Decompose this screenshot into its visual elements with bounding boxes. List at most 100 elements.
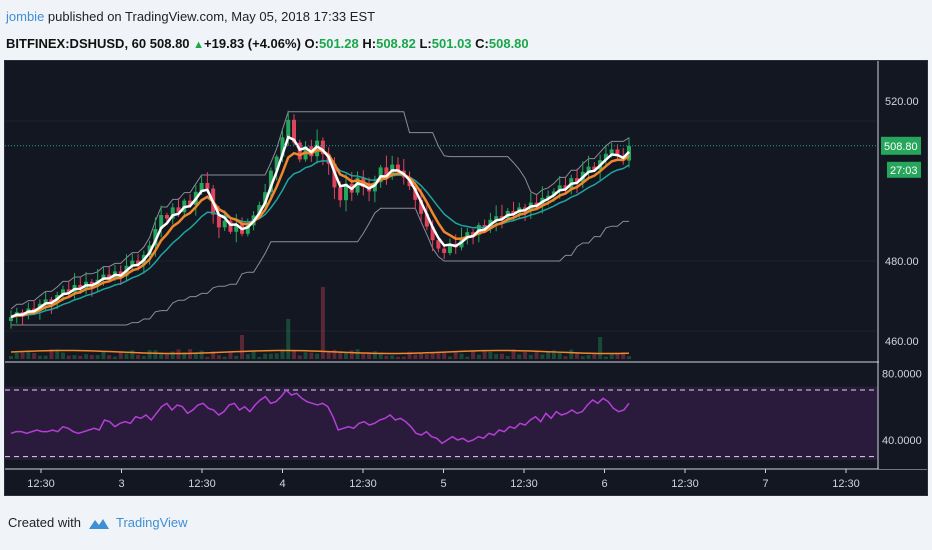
volume-bar — [66, 355, 71, 359]
volume-bar — [211, 351, 216, 359]
grid-lines — [5, 61, 927, 470]
volume-bar — [234, 355, 239, 359]
candle-body — [286, 119, 291, 138]
volume-bar — [43, 355, 48, 359]
volume-bar — [205, 356, 210, 359]
rsi-tick-label: 40.0000 — [882, 435, 922, 447]
volume-bar — [84, 354, 89, 359]
volume-bar — [332, 349, 337, 359]
volume-bar — [32, 353, 37, 359]
volume-bar — [367, 352, 372, 359]
volume-bar — [505, 355, 510, 359]
volume-bar — [540, 354, 545, 359]
volume-bar — [436, 353, 441, 359]
volume-bar — [465, 356, 470, 359]
price-tick-label: 480.00 — [885, 256, 919, 268]
volume-bar — [147, 350, 152, 359]
candle-body — [413, 186, 418, 200]
time-tick-label: 12:30 — [671, 478, 699, 490]
price-chart-svg[interactable]: 520.00 480.00 460.00 508.80 27:03 80.0000 40.0… — [5, 61, 927, 495]
volume-bar — [390, 355, 395, 359]
candle-body — [205, 183, 210, 189]
volume-bar — [609, 353, 614, 359]
volume-bar — [384, 355, 389, 359]
volume-bar — [49, 349, 54, 359]
ema-fast-line — [10, 135, 630, 319]
up-arrow-icon: ▲ — [193, 39, 205, 51]
author-link[interactable]: jombie — [6, 9, 45, 24]
volume-bar — [245, 354, 250, 359]
low-label: L: — [419, 36, 432, 51]
close-label: C: — [475, 36, 489, 51]
chart-area[interactable]: 520.00 480.00 460.00 508.80 27:03 80.0000 40.0… — [4, 60, 928, 496]
candle-body — [228, 220, 233, 232]
volume-bar — [557, 352, 562, 359]
candle-body — [419, 199, 424, 214]
volume-bar — [112, 356, 117, 359]
volume-bar — [459, 353, 464, 359]
volume-bar — [592, 354, 597, 359]
candle-body — [176, 207, 181, 213]
time-tick-label: 6 — [601, 478, 607, 490]
volume-bar — [413, 354, 418, 359]
candle-body — [436, 240, 441, 249]
price-change: +19.83 (+4.06%) — [204, 36, 301, 51]
candle-body — [499, 216, 504, 219]
candle-body — [471, 232, 476, 235]
volume-bar — [401, 356, 406, 359]
last-price-badge — [881, 136, 921, 155]
volume-bar — [488, 351, 493, 359]
volume-bar — [315, 353, 320, 359]
candle-body — [78, 285, 83, 289]
volume-bar — [240, 335, 245, 359]
volume-bar — [297, 355, 302, 359]
candle-body — [66, 289, 71, 293]
candle-body — [615, 149, 620, 156]
candle-body — [511, 211, 516, 214]
candle-body — [355, 177, 360, 193]
candle-body — [280, 137, 285, 157]
volume-bar — [338, 351, 343, 359]
volume-bar — [136, 354, 141, 359]
time-tick-label: 12:30 — [349, 478, 377, 490]
candle-body — [315, 140, 320, 157]
candle-body — [372, 182, 377, 192]
tradingview-brand[interactable]: TradingView — [116, 515, 188, 530]
candle-body — [89, 281, 94, 286]
volume-bar — [26, 350, 31, 359]
ema-slow-line — [10, 160, 630, 318]
candle-body — [130, 260, 135, 266]
volume-bar — [603, 356, 608, 359]
volume-bar — [263, 353, 268, 359]
candle-body — [546, 195, 551, 198]
symbol-label: BITFINEX:DSHUSD, 60 — [6, 36, 147, 51]
candle-body — [9, 317, 13, 321]
volume-bar — [499, 353, 504, 359]
volume-bar — [424, 354, 429, 359]
time-tick-label: 12:30 — [27, 478, 55, 490]
time-axis[interactable]: 12:30 3 12:30 4 12:30 5 12:30 6 12:30 7 12:30 — [27, 469, 860, 490]
price-axis[interactable]: 520.00 480.00 460.00 508.80 27:03 80.0000 40.0… — [879, 61, 927, 469]
volume-bar — [9, 356, 13, 359]
volume-bar — [130, 350, 135, 359]
volume-bar — [563, 356, 568, 359]
rsi-line — [10, 388, 630, 445]
candle-body — [592, 166, 597, 170]
candle-body — [297, 142, 302, 160]
close-value: 508.80 — [488, 36, 529, 51]
volume-bar — [627, 356, 631, 359]
countdown-label: 27:03 — [890, 165, 918, 177]
high-value: 508.82 — [376, 36, 416, 51]
time-tick-label: 12:30 — [510, 478, 538, 490]
volume-bar — [355, 349, 360, 359]
candle-body — [609, 149, 614, 154]
candle-body — [534, 202, 539, 206]
candle-body — [442, 248, 447, 253]
volume-bar — [89, 355, 94, 359]
candle-body — [384, 167, 389, 177]
candle-body — [107, 274, 112, 279]
last-price: 508.80 — [149, 36, 190, 51]
volume-bar — [551, 350, 556, 359]
volume-bar — [309, 352, 314, 359]
volume-bar — [228, 352, 233, 359]
